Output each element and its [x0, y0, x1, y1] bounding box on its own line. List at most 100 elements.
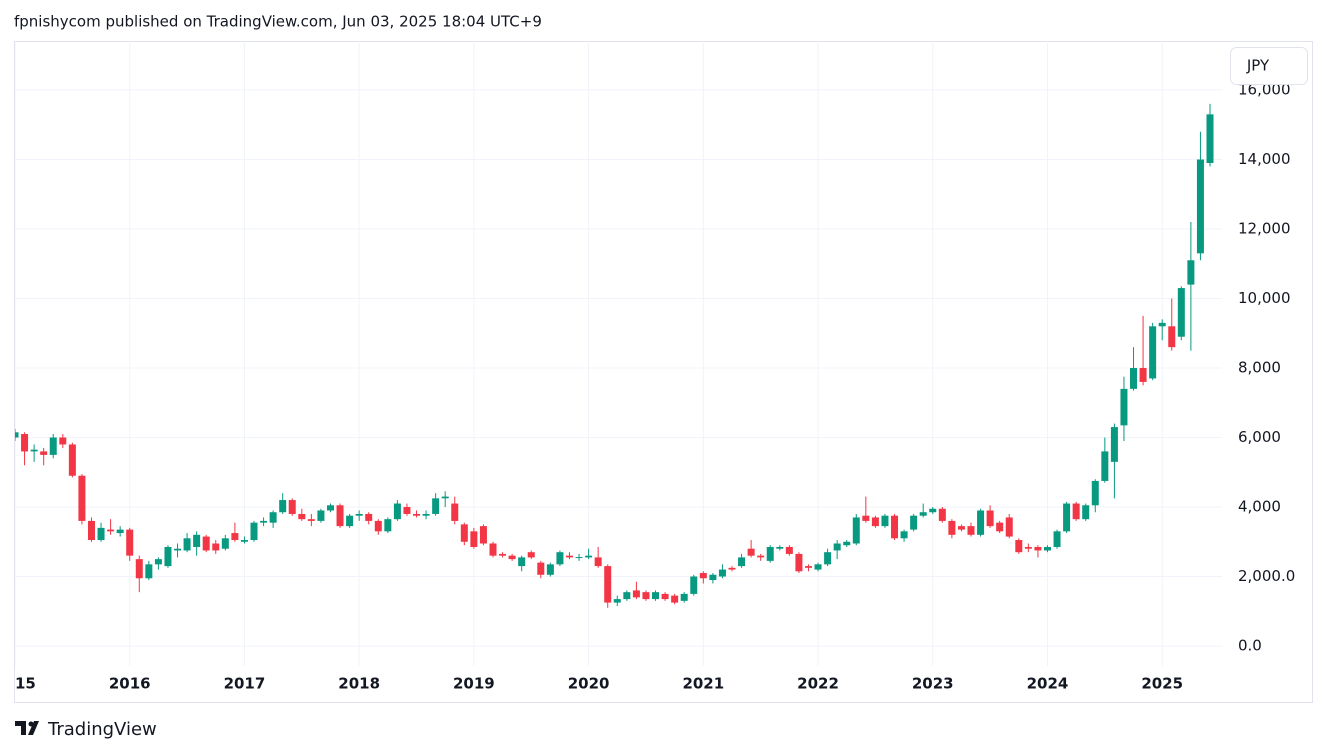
candle-body — [1187, 260, 1195, 285]
candle-body — [996, 522, 1004, 532]
candle-body — [78, 475, 86, 521]
candle-body — [508, 555, 516, 560]
candle-body — [68, 444, 76, 476]
candle-body — [1043, 546, 1051, 551]
candle-body — [652, 592, 660, 600]
candle-body — [986, 510, 994, 527]
candle-body — [1110, 427, 1118, 462]
candle-body — [585, 555, 593, 558]
currency-button[interactable]: JPY — [1230, 47, 1308, 85]
candle-body — [384, 519, 392, 532]
candle-body — [766, 546, 774, 561]
candle-body — [59, 437, 67, 445]
candle-body — [527, 552, 535, 558]
candle-body — [938, 508, 946, 521]
candle-body — [929, 508, 937, 513]
x-tick-label: 2021 — [682, 675, 724, 693]
candle-body — [795, 553, 803, 572]
x-tick-label: 2017 — [224, 675, 266, 693]
candle-body — [1168, 326, 1176, 348]
candle-body — [910, 515, 918, 530]
candle-body — [1024, 546, 1032, 549]
x-tick-label: 2019 — [453, 675, 495, 693]
candle-body — [747, 548, 755, 556]
candle-body — [298, 513, 306, 520]
candle-body — [881, 515, 889, 527]
candle-body — [1063, 503, 1071, 532]
candle-body — [623, 592, 631, 600]
candle-body — [145, 564, 153, 579]
candle-body — [948, 520, 956, 535]
candle-body — [852, 517, 860, 544]
candle-body — [231, 533, 239, 541]
footer: TradingView — [47, 719, 157, 740]
candle-body — [193, 534, 201, 547]
candle-body — [346, 515, 354, 527]
candle-body — [833, 543, 841, 551]
currency-label[interactable]: JPY — [1246, 57, 1270, 75]
candle-body — [661, 593, 669, 600]
candle-body — [183, 538, 191, 551]
candle-body — [891, 515, 899, 539]
y-tick-label: 4,000 — [1238, 498, 1281, 516]
candle-body — [221, 538, 229, 549]
candle-body — [728, 567, 736, 570]
y-tick-label: 12,000 — [1238, 220, 1291, 238]
candle-body — [1120, 388, 1128, 426]
candle-body — [518, 557, 526, 567]
x-tick-label: 2025 — [1141, 675, 1183, 693]
candle-body — [642, 592, 650, 600]
candle-body — [967, 526, 975, 535]
candle-body — [422, 513, 430, 516]
candle-body — [680, 593, 688, 601]
candle-body — [814, 564, 822, 570]
x-tick-label: 2024 — [1027, 675, 1069, 693]
candle-body — [862, 515, 870, 521]
candle-body — [30, 449, 38, 452]
candle-body — [1034, 546, 1042, 551]
candle-body — [977, 510, 985, 535]
candle-body — [212, 543, 220, 551]
candle-body — [355, 513, 363, 516]
x-tick-label: 2016 — [109, 675, 151, 693]
candle-body — [479, 526, 487, 544]
candle-body — [1149, 326, 1157, 379]
candle-body — [1206, 114, 1214, 163]
candle-body — [671, 595, 679, 603]
candle-body — [202, 536, 210, 551]
candle-body — [126, 529, 134, 556]
candle-body — [307, 519, 315, 521]
candle-body — [1082, 505, 1090, 520]
candle-body — [403, 507, 411, 514]
candle-body — [154, 559, 162, 565]
candle-body — [709, 574, 717, 580]
candle-body — [174, 548, 182, 551]
candle-body — [240, 540, 248, 542]
candle-body — [900, 531, 908, 539]
candle-body — [269, 512, 277, 523]
candle-body — [1015, 540, 1023, 553]
candle-body — [107, 529, 115, 532]
x-tick-label: 2023 — [912, 675, 954, 693]
candle-body — [957, 526, 965, 530]
candle-body — [260, 520, 268, 523]
grid — [15, 41, 1222, 666]
candle-body — [757, 555, 765, 558]
candle-body — [279, 500, 287, 513]
candle-body — [432, 498, 440, 514]
y-tick-label: 10,000 — [1238, 289, 1291, 307]
candle-body — [546, 564, 554, 575]
logo-dot — [28, 721, 34, 727]
candle-body — [1139, 368, 1147, 382]
candle-body — [15, 432, 19, 438]
candle-body — [824, 552, 832, 565]
candle-body — [326, 505, 334, 511]
candle-body — [1196, 159, 1204, 254]
y-tick-label: 14,000 — [1238, 150, 1291, 168]
logo: TradingView — [15, 719, 157, 740]
x-tick-label: 2020 — [568, 675, 610, 693]
candle-body — [336, 505, 344, 527]
currency-box[interactable] — [1230, 47, 1308, 85]
candle-body — [594, 557, 602, 567]
